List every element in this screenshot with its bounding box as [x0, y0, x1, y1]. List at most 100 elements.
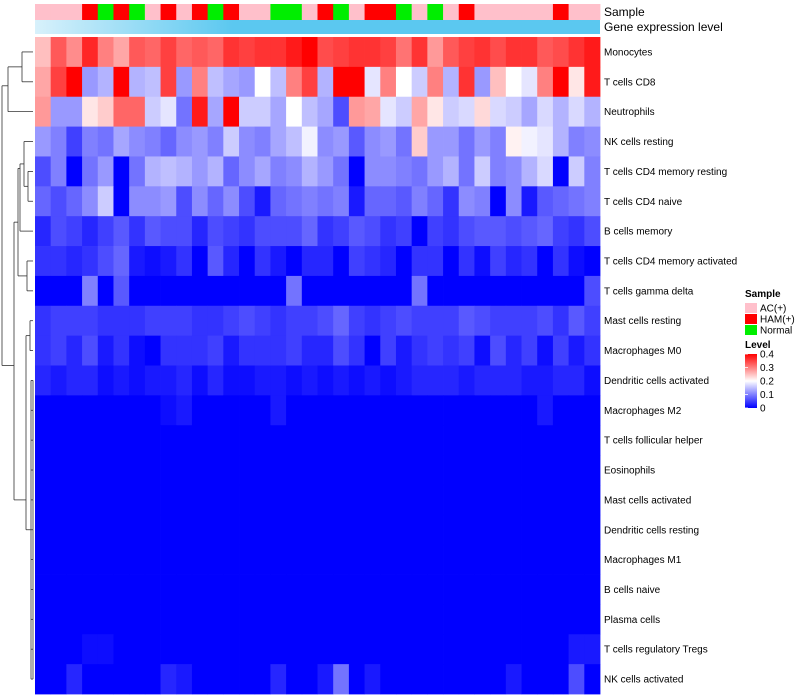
heatmap-cell	[97, 634, 114, 665]
heatmap-cell	[411, 246, 428, 277]
heatmap-cell	[50, 365, 67, 396]
heatmap-cell	[395, 395, 413, 426]
heatmap-cell	[411, 544, 428, 575]
heatmap-cell	[537, 425, 554, 456]
heatmap-cell	[66, 66, 83, 98]
heatmap-cell	[568, 395, 585, 426]
heatmap-cell	[66, 455, 83, 486]
heatmap-cell	[254, 216, 271, 247]
heatmap-cell	[521, 395, 538, 426]
sample-annotation-cell	[176, 4, 193, 20]
heatmap-cell	[380, 365, 397, 396]
heatmap-cell	[537, 514, 554, 546]
heatmap-cell	[584, 365, 601, 396]
heatmap-cell	[584, 66, 601, 98]
heatmap-cell	[364, 216, 381, 247]
heatmap-cell	[66, 186, 83, 217]
heatmap-cell	[97, 664, 114, 695]
sample-annotation-cell	[301, 4, 318, 20]
heatmap-cell	[584, 216, 601, 247]
row-label: Dendritic cells activated	[604, 376, 709, 387]
heatmap-cell	[97, 126, 114, 157]
heatmap-cell	[66, 246, 83, 277]
heatmap-cell	[144, 365, 161, 396]
heatmap-cell	[443, 156, 460, 187]
heatmap-cell	[301, 66, 318, 98]
heatmap-cell	[552, 305, 570, 337]
legend-sample-title: Sample	[745, 289, 781, 300]
heatmap-cell	[568, 216, 585, 247]
heatmap-cell	[490, 514, 507, 546]
heatmap-cell	[584, 425, 601, 456]
heatmap-cell	[144, 514, 161, 546]
heatmap-cell	[427, 156, 444, 187]
heatmap-cell	[270, 305, 287, 337]
heatmap-cell	[223, 544, 240, 575]
heatmap-cell	[411, 37, 428, 68]
heatmap-cell	[490, 604, 507, 635]
heatmap-cell	[537, 186, 554, 217]
heatmap-cell	[474, 544, 491, 575]
sample-annotation-cell	[129, 4, 146, 20]
heatmap-cell	[474, 126, 491, 157]
heatmap-cell	[207, 574, 224, 605]
heatmap-cell	[348, 37, 365, 68]
heatmap-cell	[239, 634, 256, 665]
heatmap-cell	[191, 186, 209, 217]
row-label: NK cells resting	[604, 137, 673, 148]
heatmap-cell	[521, 186, 538, 217]
heatmap-cell	[552, 246, 570, 277]
heatmap-cell	[568, 425, 585, 456]
heatmap-cell	[474, 37, 491, 68]
heatmap-cell	[66, 514, 83, 546]
heatmap-cell	[82, 425, 99, 456]
heatmap-cell	[35, 484, 52, 516]
heatmap-cell	[490, 455, 507, 486]
heatmap-cell	[317, 664, 334, 695]
heatmap-cell	[176, 96, 193, 127]
heatmap-cell	[270, 574, 287, 605]
heatmap-cell	[254, 246, 271, 277]
heatmap-cell	[207, 484, 224, 516]
heatmap-cell	[254, 425, 271, 456]
heatmap-cell	[176, 216, 193, 247]
heatmap-cell	[239, 66, 256, 98]
heatmap-cell	[254, 66, 271, 98]
heatmap-cell	[239, 395, 256, 426]
heatmap-cell	[254, 634, 271, 665]
heatmap-cell	[270, 544, 287, 575]
heatmap-cell	[223, 574, 240, 605]
sample-annotation-cell	[144, 4, 161, 20]
heatmap-cell	[301, 126, 318, 157]
heatmap-cell	[317, 186, 334, 217]
heatmap-cell	[505, 186, 522, 217]
heatmap-cell	[427, 365, 444, 396]
heatmap-cell	[35, 156, 52, 187]
heatmap-cell	[411, 604, 428, 635]
heatmap-cell	[443, 664, 460, 695]
heatmap-cell	[395, 37, 413, 68]
sample-annotation-cell	[521, 4, 538, 20]
heatmap-cell	[270, 634, 287, 665]
heatmap-cell	[552, 275, 570, 307]
heatmap-cell	[191, 246, 209, 277]
heatmap-cell	[144, 574, 161, 605]
legend-swatch-normal	[745, 325, 757, 335]
heatmap-cell	[537, 544, 554, 575]
heatmap-cell	[286, 186, 303, 217]
heatmap-cell	[35, 604, 52, 635]
sample-annotation-cell	[474, 4, 491, 20]
heatmap-cell	[129, 395, 146, 426]
heatmap-cell	[254, 395, 271, 426]
heatmap-cell	[364, 664, 381, 695]
heatmap-cell	[395, 186, 413, 217]
heatmap-cell	[490, 156, 507, 187]
heatmap-cell	[254, 365, 271, 396]
heatmap-cell	[160, 395, 177, 426]
heatmap-cell	[537, 335, 554, 366]
heatmap-cell	[301, 186, 318, 217]
heatmap-cell	[411, 275, 428, 307]
heatmap-cell	[537, 305, 554, 337]
heatmap-cell	[50, 186, 67, 217]
heatmap-cell	[364, 425, 381, 456]
